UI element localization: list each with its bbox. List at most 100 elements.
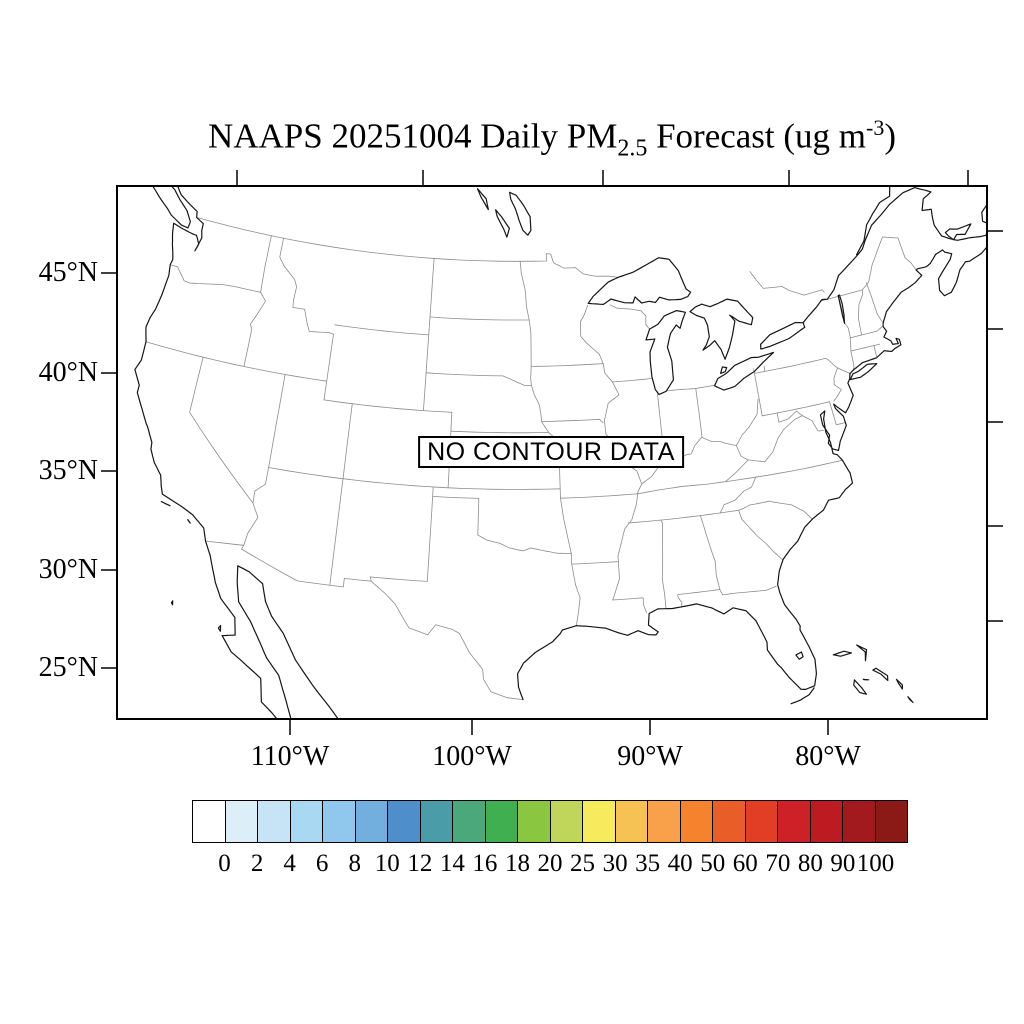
coastline <box>689 298 754 360</box>
state-border-line <box>837 367 851 374</box>
state-border-line <box>747 415 803 463</box>
colorbar-cell <box>875 801 907 842</box>
state-border-line <box>530 363 604 367</box>
state-border-line <box>833 367 842 402</box>
colorbar-tick-label: 14 <box>439 850 465 877</box>
coastline <box>760 321 806 350</box>
state-border-line <box>243 291 266 367</box>
state-border-line <box>749 271 825 296</box>
colorbar-tick-label: 90 <box>830 850 856 877</box>
colorbar-tick-label: 4 <box>283 850 296 877</box>
title-text: NAAPS 20251004 Daily PM <box>207 116 618 156</box>
colorbar-tick-label: 6 <box>315 850 329 877</box>
state-border-line <box>695 388 703 438</box>
colorbar-cell <box>193 801 226 842</box>
state-border-line <box>753 368 763 417</box>
state-border-line <box>627 509 740 524</box>
state-border-line <box>145 341 328 382</box>
colorbar-cell <box>420 801 453 842</box>
colorbar-tick-label: 70 <box>765 850 791 877</box>
colorbar-cell <box>810 801 843 842</box>
coastline <box>152 186 191 229</box>
state-border-line <box>725 459 843 482</box>
colorbar-cell <box>778 801 811 842</box>
colorbar-cell <box>583 801 616 842</box>
coastline <box>853 679 868 695</box>
state-border-line <box>829 401 846 426</box>
state-border-line <box>763 366 766 372</box>
state-border-line <box>425 372 532 386</box>
state-border-line <box>519 260 532 386</box>
state-border-line <box>738 500 813 520</box>
coastline <box>517 269 923 701</box>
coastline <box>187 519 191 524</box>
state-border-line <box>560 497 572 555</box>
colorbar-cell <box>680 801 713 842</box>
colorbar-cell <box>518 801 551 842</box>
state-border-line <box>205 540 524 700</box>
state-border-line <box>541 418 604 424</box>
colorbar-cell <box>550 801 583 842</box>
state-border-line <box>169 264 261 293</box>
colorbar-cell <box>225 801 258 842</box>
colorbar-tick-label: 60 <box>732 850 758 877</box>
coastline <box>872 667 889 682</box>
longitude-tick-label: 80°W <box>795 741 861 772</box>
colorbar <box>192 800 908 843</box>
colorbar-tick-label: 100 <box>856 850 895 877</box>
map-frame <box>116 185 988 720</box>
state-border-line <box>666 388 697 392</box>
latitude-tick-label: 30°N <box>38 554 98 585</box>
colorbar-cell <box>843 801 876 842</box>
colorbar-cell <box>290 801 323 842</box>
state-border-line <box>725 445 749 482</box>
latitude-tick-label: 25°N <box>38 652 98 683</box>
colorbar-tick-label: 50 <box>700 850 726 877</box>
state-border-line <box>754 358 838 374</box>
colorbar-cell <box>745 801 778 842</box>
state-border-line <box>819 236 917 302</box>
state-border-line <box>323 333 334 401</box>
state-border-line <box>560 493 638 499</box>
no-contour-data-label: NO CONTOUR DATA <box>418 436 684 468</box>
colorbar-tick-label: 8 <box>348 850 361 877</box>
colorbar-tick-label: 35 <box>635 850 661 877</box>
state-border-line <box>570 553 581 627</box>
coastline <box>160 501 171 507</box>
latitude-tick-label: 45°N <box>38 257 98 288</box>
colorbar-cell <box>323 801 356 842</box>
coastline <box>944 223 972 241</box>
colorbar-cell <box>388 801 421 842</box>
state-border-line <box>637 481 726 495</box>
state-border-line <box>423 258 435 411</box>
colorbar-cell <box>648 801 681 842</box>
longitude-tick-label: 110°W <box>250 741 330 772</box>
state-border-line <box>279 237 334 335</box>
state-border-line <box>838 295 855 371</box>
coastline <box>134 186 339 719</box>
colorbar-tick-label: 20 <box>537 850 563 877</box>
state-border-line <box>776 410 825 432</box>
coastline <box>795 651 804 660</box>
state-border-line <box>738 510 783 560</box>
state-border-line <box>426 486 434 582</box>
state-border-line <box>850 343 881 352</box>
title-text-3: ) <box>884 116 897 156</box>
coastline <box>790 687 815 705</box>
state-border-line <box>865 282 883 323</box>
coastline <box>837 294 846 324</box>
colorbar-cell <box>713 801 746 842</box>
colorbar-tick-label: 40 <box>667 850 693 877</box>
state-border-line <box>260 235 272 293</box>
coastline <box>981 204 987 236</box>
colorbar-tick-label: 25 <box>570 850 596 877</box>
state-border-line <box>323 399 453 413</box>
state-border-line <box>609 304 650 330</box>
colorbar-cell <box>355 801 388 842</box>
colorbar-tick-label: 12 <box>407 850 433 877</box>
colorbar-cell <box>258 801 291 842</box>
geography <box>134 186 987 719</box>
coastline <box>832 650 852 657</box>
state-border-line <box>432 496 572 555</box>
